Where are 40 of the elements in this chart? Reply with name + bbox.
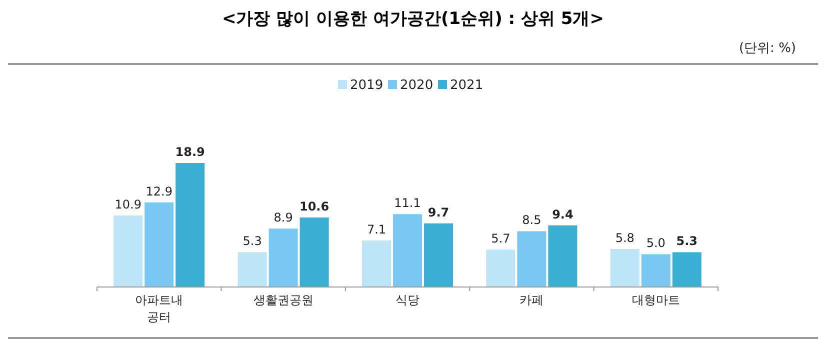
data-label: 9.4 — [552, 207, 574, 222]
bar — [238, 252, 267, 287]
data-label: 10.6 — [299, 199, 330, 214]
data-label: 5.3 — [676, 234, 698, 248]
bar — [300, 217, 329, 287]
data-label: 12.9 — [146, 184, 172, 198]
data-label: 5.0 — [646, 236, 666, 250]
bar — [393, 214, 422, 287]
bar — [610, 248, 640, 287]
chart-title: <가장 많이 이용한 여가공간(1순위) : 상위 5개> — [222, 9, 604, 29]
bar — [548, 225, 578, 287]
x-tick-label: 생활권공원 — [253, 293, 314, 307]
bar — [114, 215, 143, 287]
bar — [362, 240, 391, 287]
x-tick-label: 식당 — [396, 293, 420, 307]
data-label: 5.3 — [242, 234, 262, 248]
data-label: 9.7 — [428, 205, 450, 220]
data-label: 5.7 — [491, 232, 510, 246]
bar — [672, 252, 702, 287]
bar — [268, 228, 298, 287]
x-tick-label: 아파트내 공터 — [135, 293, 184, 324]
data-label: 7.1 — [366, 222, 386, 236]
bar — [176, 163, 205, 287]
bar — [144, 202, 174, 287]
data-label: 8.5 — [522, 213, 542, 228]
bar — [641, 254, 670, 287]
data-label: 5.8 — [615, 230, 634, 245]
bar — [486, 250, 516, 287]
legend-label: 2021 — [450, 78, 484, 93]
x-tick-label: 대형마트 — [632, 293, 680, 307]
legend-label: 2019 — [350, 78, 384, 93]
data-label: 10.9 — [114, 197, 142, 212]
x-tick-label: 카페 — [520, 293, 544, 307]
bar — [424, 223, 453, 287]
data-label: 18.9 — [175, 145, 205, 159]
text: (단위: %) — [738, 41, 796, 56]
legend-label: 2020 — [400, 78, 434, 93]
data-label: 11.1 — [394, 196, 421, 210]
bar — [517, 231, 546, 287]
data-label: 8.9 — [274, 210, 293, 225]
